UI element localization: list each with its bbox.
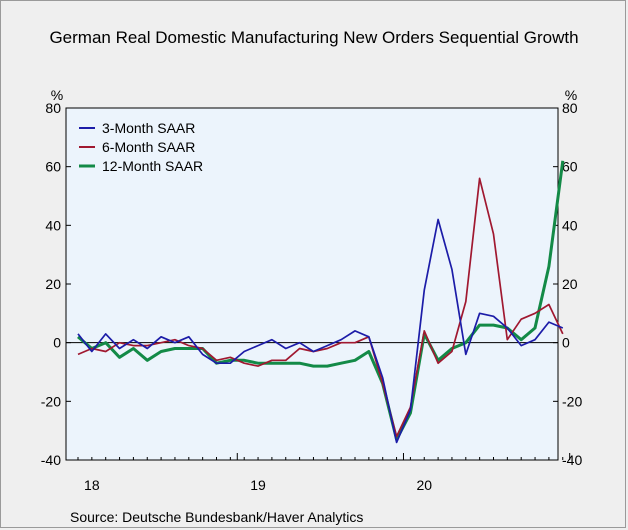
- y-tick-label-right: -40: [562, 452, 582, 468]
- y-unit-left: %: [51, 87, 63, 103]
- y-tick-label-left: 60: [45, 159, 61, 175]
- chart-title: German Real Domestic Manufacturing New O…: [49, 28, 579, 47]
- y-unit-right: %: [565, 87, 577, 103]
- y-tick-label-right: 80: [562, 100, 578, 116]
- x-tick-label: 20: [416, 477, 432, 493]
- y-tick-label-left: 80: [45, 100, 61, 116]
- legend-label: 3-Month SAAR: [102, 120, 195, 136]
- x-tick-label: 19: [250, 477, 266, 493]
- y-tick-label-left: 0: [53, 335, 61, 351]
- source-note: Source: Deutsche Bundesbank/Haver Analyt…: [70, 509, 364, 525]
- y-tick-label-left: 20: [45, 276, 61, 292]
- series-line-6-month-saar: [77, 177, 564, 438]
- y-tick-label-right: 20: [562, 276, 578, 292]
- plot-area: [65, 107, 559, 461]
- y-tick-label-left: 40: [45, 217, 61, 233]
- y-tick-label-left: -40: [41, 452, 61, 468]
- y-tick-label-right: 0: [562, 335, 570, 351]
- series-line-12-month-saar: [77, 160, 565, 441]
- y-tick-label-right: 40: [562, 217, 578, 233]
- x-tick-label: 18: [84, 477, 100, 493]
- series-line-3-month-saar: [77, 218, 564, 444]
- y-tick-label-right: 60: [562, 159, 578, 175]
- y-tick-label-left: -20: [41, 393, 61, 409]
- y-tick-label-right: -20: [562, 393, 582, 409]
- legend-label: 12-Month SAAR: [102, 158, 203, 174]
- legend-label: 6-Month SAAR: [102, 139, 195, 155]
